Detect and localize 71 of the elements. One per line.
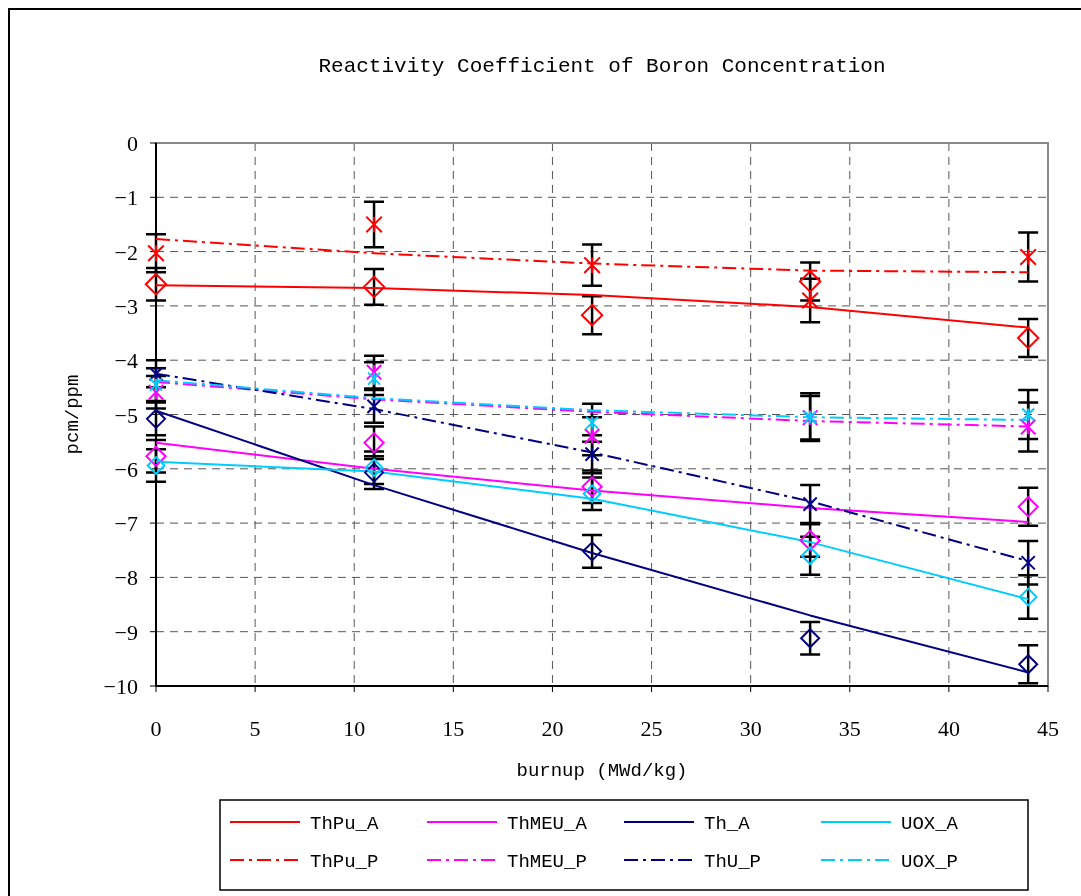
y-tick-label: 0 — [127, 131, 138, 156]
y-tick-label: −6 — [114, 456, 138, 482]
point — [585, 415, 600, 430]
point — [584, 446, 600, 462]
y-tick-label: −1 — [114, 185, 138, 211]
point — [144, 272, 168, 296]
point — [1020, 555, 1036, 571]
point — [365, 363, 383, 381]
legend-label: ThMEU_A — [507, 813, 588, 835]
legend-label: ThU_P — [704, 851, 762, 873]
point — [583, 428, 601, 445]
point — [366, 398, 382, 414]
point — [367, 371, 382, 386]
x-tick-label: 15 — [442, 716, 465, 741]
x-tick-label: 0 — [150, 716, 162, 741]
x-axis-title: burnup (MWd/kg) — [516, 760, 688, 782]
point — [362, 275, 386, 299]
point — [798, 270, 822, 293]
point — [582, 541, 603, 562]
line-series — [155, 441, 1030, 524]
legend-label: UOX_P — [901, 851, 959, 873]
x-tick-label: 45 — [1037, 716, 1059, 741]
y-tick-label: −4 — [114, 348, 138, 374]
y-tick-label: −10 — [103, 674, 138, 699]
point — [149, 377, 163, 392]
point — [800, 628, 821, 649]
y-tick-label: −8 — [114, 565, 138, 591]
point — [802, 496, 818, 512]
point — [145, 445, 167, 467]
y-axis-title: pcm/ppm — [62, 374, 84, 455]
point — [147, 244, 165, 263]
point — [1019, 248, 1037, 266]
y-tick-label: −2 — [114, 239, 138, 265]
point — [364, 462, 385, 483]
y-tick-label: −3 — [114, 293, 138, 319]
point — [583, 256, 601, 274]
legend-label: ThMEU_P — [507, 851, 587, 873]
point — [581, 476, 603, 498]
point — [146, 456, 166, 475]
x-tick-label: 10 — [343, 716, 366, 741]
point — [365, 215, 383, 234]
point — [148, 366, 164, 382]
point — [146, 408, 166, 429]
x-tick-label: 40 — [937, 716, 960, 741]
point — [801, 291, 819, 310]
legend-label: ThPu_P — [310, 851, 379, 873]
point — [1018, 654, 1039, 675]
x-tick-label: 35 — [838, 716, 861, 741]
point — [1018, 587, 1038, 607]
x-tick-label: 30 — [739, 716, 762, 741]
point — [1019, 418, 1037, 436]
y-tick-label: −7 — [114, 511, 138, 537]
point — [799, 529, 821, 552]
y-tick-label: −5 — [114, 402, 138, 428]
point — [147, 384, 165, 401]
legend-label: Th_A — [704, 813, 751, 835]
point — [582, 484, 602, 504]
point — [1017, 496, 1039, 518]
x-tick-label: 5 — [249, 716, 261, 741]
chart-title: Reactivity Coefficient of Boron Concentration — [318, 55, 886, 78]
x-tick-label: 25 — [640, 716, 663, 741]
x-tick-label: 20 — [541, 716, 564, 741]
legend-label: ThPu_A — [310, 813, 380, 835]
y-tick-label: −9 — [114, 619, 138, 645]
point — [800, 546, 820, 566]
point — [363, 432, 385, 454]
point — [580, 303, 604, 327]
point — [1016, 326, 1040, 350]
point — [364, 458, 384, 478]
legend-label: UOX_A — [901, 813, 959, 835]
point — [1021, 407, 1036, 422]
